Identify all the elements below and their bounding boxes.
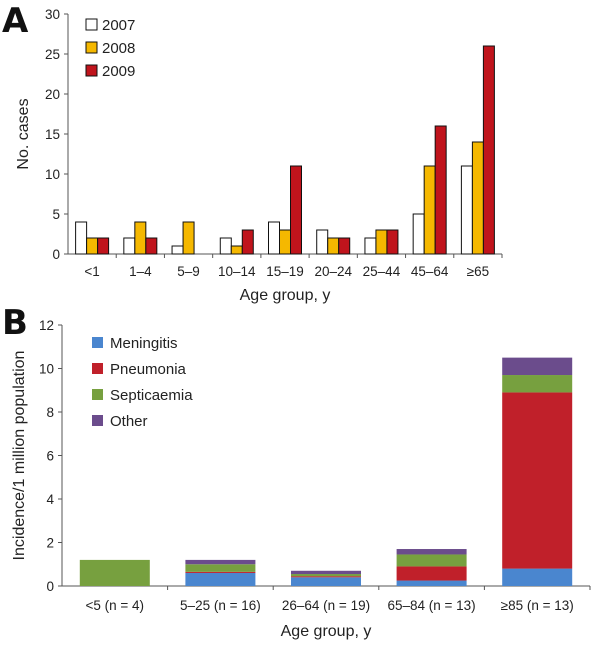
x-tick-label-b: 65–84 (n = 13) bbox=[387, 598, 475, 613]
legend-swatch-b-Septicaemia bbox=[92, 389, 103, 400]
panel-label-b: B bbox=[2, 303, 28, 343]
stack-Other-3 bbox=[396, 549, 467, 555]
legend-label-b-Meningitis: Meningitis bbox=[110, 335, 178, 352]
x-tick-label-a: 45–64 bbox=[411, 264, 449, 279]
y-tick-label-b: 4 bbox=[46, 492, 54, 507]
bar-2007-4 bbox=[268, 221, 280, 255]
legend-label-a-2007: 2007 bbox=[102, 17, 135, 34]
y-tick-label-b: 6 bbox=[46, 449, 54, 464]
bar-2008-8 bbox=[471, 141, 484, 255]
bar-2007-7 bbox=[412, 213, 425, 255]
stack-Pneumonia-2 bbox=[291, 576, 361, 578]
stack-Meningitis-2 bbox=[291, 577, 361, 586]
bar-2008-3 bbox=[230, 245, 243, 255]
bar-2009-3 bbox=[241, 229, 254, 255]
legend-label-b-Pneumonia: Pneumonia bbox=[110, 361, 187, 378]
y-tick-label-a: 25 bbox=[45, 47, 60, 62]
y-tick-label-a: 0 bbox=[52, 247, 60, 262]
x-tick-label-a: 10–14 bbox=[218, 264, 256, 279]
x-tick-label-a: 20–24 bbox=[314, 264, 352, 279]
bar-2007-0 bbox=[75, 221, 88, 255]
bar-2008-5 bbox=[327, 237, 340, 255]
stack-Pneumonia-4 bbox=[502, 392, 573, 569]
stack-Septicaemia-3 bbox=[396, 554, 467, 567]
y-tick-label-a: 5 bbox=[52, 207, 60, 222]
bar-2009-5 bbox=[338, 237, 351, 255]
legend-swatch-b-Other bbox=[92, 415, 103, 426]
legend-swatch-b-Pneumonia bbox=[92, 363, 103, 374]
bar-2008-7 bbox=[423, 165, 436, 255]
stack-Meningitis-1 bbox=[185, 572, 256, 586]
bar-2007-6 bbox=[364, 237, 377, 255]
stack-Pneumonia-1 bbox=[185, 571, 256, 573]
x-tick-label-a: 1–4 bbox=[129, 264, 152, 279]
stack-Meningitis-4 bbox=[502, 568, 573, 586]
bar-2008-6 bbox=[375, 229, 388, 255]
stack-Other-1 bbox=[185, 559, 256, 565]
legend-label-b-Other: Other bbox=[110, 413, 148, 430]
y-tick-label-a: 20 bbox=[45, 87, 60, 102]
stack-Pneumonia-3 bbox=[396, 566, 467, 581]
y-axis-title-a: No. cases bbox=[15, 98, 32, 169]
chart-b: 0 2 4 6 8 10 12 <5 (n = 4) 5–25 (n = 16) 26–64 (n… bbox=[11, 318, 591, 640]
x-tick-label-b: 26–64 (n = 19) bbox=[282, 598, 370, 613]
y-tick-label-a: 30 bbox=[45, 7, 60, 22]
legend-label-a-2008: 2008 bbox=[102, 40, 135, 57]
bar-2009-6 bbox=[386, 229, 399, 255]
legend-label-b-Septicaemia: Septicaemia bbox=[110, 387, 193, 404]
y-tick-label-a: 10 bbox=[45, 167, 60, 182]
x-tick-label-b: 5–25 (n = 16) bbox=[180, 598, 261, 613]
bar-2007-1 bbox=[123, 237, 136, 255]
stack-Septicaemia-0 bbox=[79, 559, 150, 586]
stack-Septicaemia-2 bbox=[291, 574, 361, 577]
x-tick-label-a: ≥65 bbox=[467, 264, 489, 279]
bar-2008-4 bbox=[279, 229, 291, 255]
x-axis-title-a: Age group, y bbox=[240, 287, 331, 304]
legend-swatch-a-2009 bbox=[85, 64, 98, 77]
legend-label-a-2009: 2009 bbox=[102, 63, 135, 80]
y-tick-label-b: 0 bbox=[46, 579, 54, 594]
x-tick-label-a: 5–9 bbox=[177, 264, 200, 279]
y-tick-label-b: 8 bbox=[46, 405, 54, 420]
bar-2007-3 bbox=[219, 237, 232, 255]
x-tick-label-a: 15–19 bbox=[266, 264, 304, 279]
stack-Other-4 bbox=[502, 357, 573, 376]
bar-2007-2 bbox=[171, 245, 184, 255]
y-tick-label-b: 2 bbox=[46, 536, 54, 551]
x-axis-title-b: Age group, y bbox=[281, 623, 372, 640]
bar-2008-1 bbox=[134, 221, 147, 255]
legend-swatch-a-2007 bbox=[85, 18, 98, 31]
stack-Meningitis-3 bbox=[396, 580, 467, 586]
x-tick-label-b: <5 (n = 4) bbox=[86, 598, 145, 613]
stack-Septicaemia-1 bbox=[185, 564, 256, 572]
legend-swatch-a-2008 bbox=[85, 41, 98, 54]
y-tick-label-b: 12 bbox=[39, 318, 54, 333]
y-tick-label-a: 15 bbox=[45, 127, 60, 142]
bar-2009-1 bbox=[145, 237, 158, 255]
bar-2008-2 bbox=[182, 221, 195, 255]
bar-2009-8 bbox=[482, 45, 495, 255]
legend-swatch-b-Meningitis bbox=[92, 337, 103, 348]
stack-Other-2 bbox=[291, 570, 361, 575]
x-tick-label-b: ≥85 (n = 13) bbox=[501, 598, 574, 613]
bar-2009-7 bbox=[434, 125, 447, 255]
x-tick-label-a: <1 bbox=[84, 264, 99, 279]
bar-2008-0 bbox=[86, 237, 99, 255]
bar-2009-4 bbox=[290, 165, 302, 255]
y-axis-title-b: Incidence/1 million population bbox=[11, 351, 28, 561]
stack-Septicaemia-4 bbox=[502, 375, 573, 393]
x-tick-label-a: 25–44 bbox=[363, 264, 401, 279]
bar-2007-5 bbox=[316, 229, 329, 255]
panel-label-a: A bbox=[2, 1, 29, 41]
bar-2009-0 bbox=[97, 237, 110, 255]
y-tick-label-b: 10 bbox=[39, 362, 54, 377]
bar-2007-8 bbox=[460, 165, 473, 255]
chart-a: 0 5 10 15 20 25 30 <1 1–4 5–9 10–14 15–19 20–24 25–44… bbox=[15, 7, 503, 304]
